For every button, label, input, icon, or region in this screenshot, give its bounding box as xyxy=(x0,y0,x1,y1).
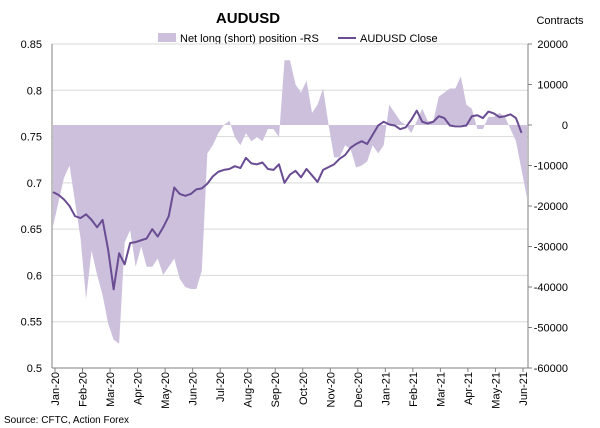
left-tick-label: 0.8 xyxy=(27,85,42,97)
x-tick-label: Jan-21 xyxy=(380,372,392,406)
x-tick-label: May-20 xyxy=(160,372,172,409)
left-tick-label: 0.65 xyxy=(21,224,42,236)
source-note: Source: CFTC, Action Forex xyxy=(4,415,129,426)
x-tick-label: Jun-20 xyxy=(188,372,200,406)
x-tick-label: Jun-21 xyxy=(518,372,530,406)
left-axis-ticks: 0.85 0.8 0.75 0.7 0.65 0.6 0.55 0.5 xyxy=(21,39,42,375)
right-axis-ticks: 20000 10000 0 -10000 -20000 -30000 -40000 -5000… xyxy=(528,39,568,375)
right-tick-label: -40000 xyxy=(534,282,568,294)
right-tick-label: -60000 xyxy=(534,363,568,375)
right-tick-label: -50000 xyxy=(534,323,568,335)
right-axis-label: Contracts xyxy=(536,15,584,27)
left-tick-label: 0.75 xyxy=(21,132,42,144)
left-tick-label: 0.55 xyxy=(21,317,42,329)
right-tick-label: 10000 xyxy=(537,80,568,92)
left-tick-label: 0.5 xyxy=(27,363,42,375)
right-tick-label: -20000 xyxy=(534,201,568,213)
chart-title: AUDUSD xyxy=(216,10,280,27)
x-tick-label: Jul-20 xyxy=(215,372,227,402)
right-tick-label: 0 xyxy=(562,120,568,132)
x-tick-label: Apr-21 xyxy=(463,372,475,405)
legend-label-audusd-close: AUDUSD Close xyxy=(360,33,438,45)
audusd-close-line-layer xyxy=(52,109,523,291)
x-tick-label: Oct-20 xyxy=(298,372,310,405)
audusd-close-line xyxy=(52,109,523,291)
left-tick-label: 0.85 xyxy=(21,39,42,51)
x-tick-label: Feb-20 xyxy=(78,372,90,407)
x-tick-label: Dec-20 xyxy=(353,372,365,407)
x-tick-label: Sep-20 xyxy=(270,372,282,407)
right-tick-label: 20000 xyxy=(537,39,568,51)
legend-label-net-position: Net long (short) position -RS xyxy=(180,33,319,45)
legend-swatch-net-position xyxy=(158,33,176,42)
x-tick-label: Jan-20 xyxy=(50,372,62,406)
x-tick-label: Nov-20 xyxy=(325,372,337,407)
left-tick-label: 0.6 xyxy=(27,270,42,282)
x-tick-label: Mar-21 xyxy=(435,372,447,407)
right-tick-label: -30000 xyxy=(534,242,568,254)
x-tick-label: Feb-21 xyxy=(408,372,420,407)
x-tick-label: Mar-20 xyxy=(105,372,117,407)
left-tick-label: 0.7 xyxy=(27,178,42,190)
x-tick-label: May-21 xyxy=(490,372,502,409)
x-tick-label: Aug-20 xyxy=(243,372,255,407)
right-tick-label: -10000 xyxy=(534,161,568,173)
x-tick-label: Apr-20 xyxy=(133,372,145,405)
net-position-area xyxy=(53,60,527,344)
net-position-area-layer xyxy=(53,60,527,344)
legend: Net long (short) position -RS AUDUSD Clo… xyxy=(158,33,438,45)
x-axis-ticks: Jan-20 Feb-20 Mar-20 Apr-20 May-20 Jun-20 Jul-… xyxy=(50,368,530,409)
